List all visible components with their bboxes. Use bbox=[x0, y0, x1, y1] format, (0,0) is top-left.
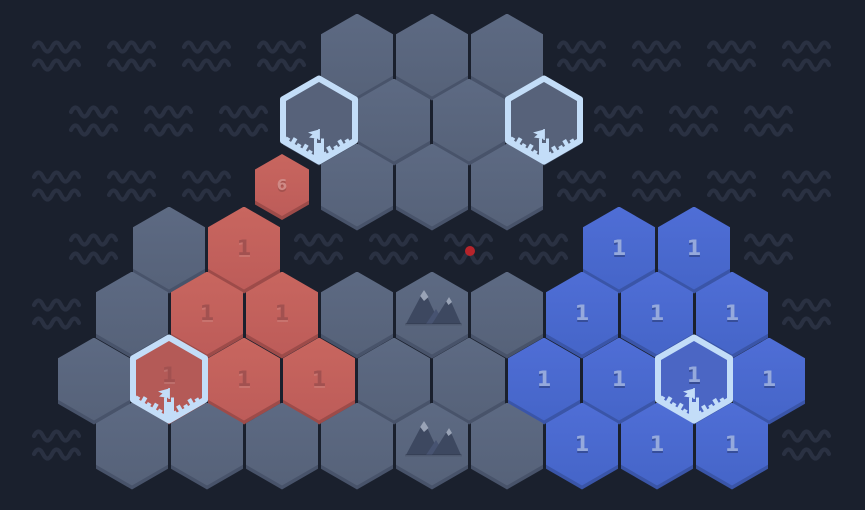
water-wave-icon bbox=[181, 168, 233, 206]
water-wave-icon bbox=[68, 231, 120, 269]
hex-tile-gray[interactable] bbox=[321, 271, 393, 359]
hex-tile-gray[interactable] bbox=[96, 402, 168, 490]
mountain-icon bbox=[405, 289, 462, 325]
unit-count-label: 1 bbox=[649, 300, 665, 325]
hex-face bbox=[396, 13, 468, 97]
water-wave-icon bbox=[181, 38, 233, 76]
water-wave-icon bbox=[743, 231, 795, 269]
hex-tile-red[interactable]: 1 bbox=[246, 271, 318, 359]
water-wave-icon bbox=[781, 296, 833, 334]
hex-tile-gray[interactable] bbox=[471, 143, 543, 231]
unit-count-label: 1 bbox=[761, 366, 777, 391]
hex-face bbox=[321, 271, 393, 355]
unit-count-label: 1 bbox=[574, 300, 590, 325]
water-wave-icon bbox=[706, 168, 758, 206]
water-wave-icon bbox=[256, 38, 308, 76]
water-wave-icon bbox=[631, 168, 683, 206]
hex-tile-gray[interactable] bbox=[396, 13, 468, 101]
unit-count-label: 1 bbox=[724, 300, 740, 325]
hex-tile-gray[interactable] bbox=[321, 143, 393, 231]
hex-face bbox=[508, 337, 580, 421]
hex-tile-blue[interactable]: 1 bbox=[621, 402, 693, 490]
unit-count-label: 1 bbox=[611, 366, 627, 391]
hex-face bbox=[433, 337, 505, 421]
water-wave-icon bbox=[68, 103, 120, 141]
water-wave-icon bbox=[31, 38, 83, 76]
hex-tile-gray-mountain[interactable] bbox=[396, 271, 468, 359]
water-wave-icon bbox=[743, 103, 795, 141]
hex-tile-blue[interactable]: 1 bbox=[696, 402, 768, 490]
hex-face bbox=[471, 402, 543, 486]
unit-count-label: 1 bbox=[311, 366, 327, 391]
hex-face bbox=[583, 337, 655, 421]
hex-tile-gray-mountain[interactable] bbox=[396, 402, 468, 490]
unit-count-label: 1 bbox=[686, 235, 702, 260]
water-wave-icon bbox=[368, 231, 420, 269]
hex-face bbox=[58, 337, 130, 421]
unit-count-label: 1 bbox=[611, 235, 627, 260]
mountain-icon bbox=[405, 420, 462, 456]
unit-count-label: 6 bbox=[276, 176, 288, 194]
hex-face bbox=[246, 402, 318, 486]
unit-count-label: 1 bbox=[724, 431, 740, 456]
unit-count-label: 1 bbox=[574, 431, 590, 456]
hex-face bbox=[208, 337, 280, 421]
water-wave-icon bbox=[106, 38, 158, 76]
water-wave-icon bbox=[143, 103, 195, 141]
water-wave-icon bbox=[668, 103, 720, 141]
water-wave-icon bbox=[518, 231, 570, 269]
unit-count-label: 1 bbox=[236, 235, 252, 260]
hex-tile-blue[interactable]: 1 bbox=[546, 271, 618, 359]
unit-count-label: 1 bbox=[236, 366, 252, 391]
hex-tile-gray[interactable] bbox=[246, 402, 318, 490]
hex-tile-gray[interactable] bbox=[396, 143, 468, 231]
water-wave-icon bbox=[781, 427, 833, 465]
water-wave-icon bbox=[31, 427, 83, 465]
unit-count-label: 1 bbox=[199, 300, 215, 325]
water-wave-icon bbox=[293, 231, 345, 269]
marker-dot bbox=[465, 246, 475, 256]
water-wave-icon bbox=[31, 168, 83, 206]
water-wave-icon bbox=[31, 296, 83, 334]
water-wave-icon bbox=[781, 38, 833, 76]
water-wave-icon bbox=[218, 103, 270, 141]
hex-tile-gray[interactable] bbox=[321, 402, 393, 490]
hex-tile-red[interactable]: 6 bbox=[255, 154, 309, 220]
water-wave-icon bbox=[706, 38, 758, 76]
hex-face bbox=[471, 271, 543, 355]
hex-face bbox=[733, 337, 805, 421]
hex-tile-gray[interactable] bbox=[471, 271, 543, 359]
unit-count-label: 1 bbox=[161, 362, 177, 387]
hex-face bbox=[283, 337, 355, 421]
water-wave-icon bbox=[556, 38, 608, 76]
hex-face bbox=[246, 271, 318, 355]
unit-count-label: 1 bbox=[274, 300, 290, 325]
unit-count-label: 1 bbox=[649, 431, 665, 456]
hex-face bbox=[546, 402, 618, 486]
hex-tile-gray[interactable] bbox=[471, 402, 543, 490]
water-wave-icon bbox=[593, 103, 645, 141]
water-wave-icon bbox=[781, 168, 833, 206]
hex-face bbox=[546, 271, 618, 355]
hex-face bbox=[358, 337, 430, 421]
hex-face bbox=[321, 402, 393, 486]
hex-tile-gray[interactable] bbox=[321, 13, 393, 101]
hex-tile-blue[interactable]: 1 bbox=[546, 402, 618, 490]
water-wave-icon bbox=[556, 168, 608, 206]
hex-tile-gray[interactable] bbox=[433, 337, 505, 425]
water-wave-icon bbox=[631, 38, 683, 76]
unit-count-label: 1 bbox=[686, 362, 702, 387]
unit-count-label: 1 bbox=[536, 366, 552, 391]
water-wave-icon bbox=[106, 168, 158, 206]
hex-tile-gray[interactable] bbox=[171, 402, 243, 490]
